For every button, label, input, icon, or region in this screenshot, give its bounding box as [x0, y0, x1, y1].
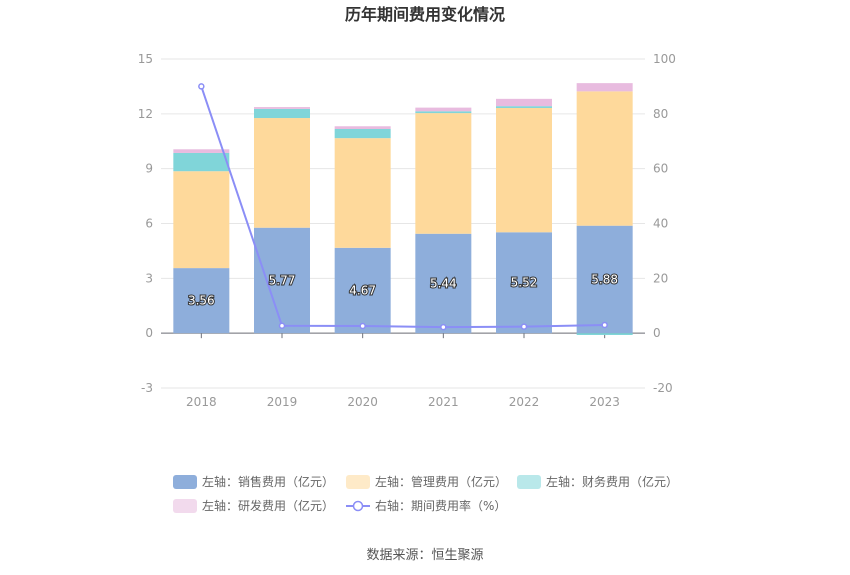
y-left-tick-label: 15: [138, 52, 153, 66]
bar-data-label: 4.67: [349, 283, 376, 297]
bar-data-label: 5.44: [430, 276, 457, 290]
y-left-tick-label: -3: [141, 381, 153, 395]
legend-swatch: [173, 499, 197, 513]
line-series: [200, 86, 605, 329]
bar-series1-2019: [254, 227, 310, 334]
y-right-tick-label: 80: [653, 107, 668, 121]
line-point-2018: [198, 83, 205, 90]
x-tick-label: 2020: [347, 395, 378, 409]
bar-series3-2022: [496, 106, 552, 108]
bar-series1-2020: [334, 247, 391, 334]
legend-label: 左轴：管理费用（亿元）: [375, 474, 507, 489]
y-left-tick-label: 3: [145, 271, 153, 285]
y-right-tick-label: 100: [653, 52, 676, 66]
y-left-tick-label: 6: [145, 217, 153, 231]
bar-series4-2023: [576, 83, 633, 92]
bar-series2-2022: [496, 107, 552, 233]
bar-series2-2018: [173, 171, 230, 269]
bar-series3-2019: [254, 108, 310, 119]
legend-swatch: [346, 475, 370, 489]
bar-series4-2020: [334, 126, 391, 130]
bar-series2-2021: [415, 113, 472, 234]
line-point-2022: [520, 323, 528, 330]
bar-data-label: 5.88: [591, 272, 618, 286]
bar-layer: [173, 83, 633, 335]
grid-layer: [161, 58, 645, 389]
line-point-2020: [359, 322, 366, 330]
bar-series2-2019: [254, 118, 310, 228]
legend-label: 右轴：期间费用率（%）: [375, 498, 506, 513]
axis-layer: -3 0 3 6 9 12 15 -20 0 20 40 60 80 100 2018 2019 2020 202…: [138, 52, 676, 409]
y-left-tick-label: 12: [138, 107, 153, 121]
x-tick-label: 2023: [589, 395, 620, 409]
legend-label: 左轴：销售费用（亿元）: [202, 474, 334, 489]
x-tick-label: 2019: [267, 395, 298, 409]
legend-label: 左轴：研发费用（亿元）: [202, 498, 334, 513]
bar-series3-2020: [334, 129, 391, 139]
y-right-tick-label: 0: [653, 326, 661, 340]
label-layer: 3.56 5.77 4.67 5.44 5.52 5.88: [187, 271, 619, 308]
bar-data-label: 5.77: [269, 273, 296, 287]
line-point-2023: [601, 321, 608, 329]
bar-series4-2019: [254, 107, 310, 109]
chart-title: 历年期间费用变化情况: [345, 5, 505, 24]
bar-series1-2018: [173, 268, 230, 334]
x-tick-label: 2021: [428, 395, 459, 409]
y-left-tick-label: 9: [145, 162, 153, 176]
y-right-tick-label: 60: [653, 162, 668, 176]
y-right-tick-label: 20: [653, 271, 668, 285]
bar-series1-2021: [415, 233, 472, 334]
bar-series1-2023: [576, 225, 633, 334]
bar-series4-2021: [415, 107, 472, 112]
bar-data-label: 5.52: [511, 276, 538, 290]
bar-series3-2023: [576, 333, 633, 335]
legend-swatch: [517, 475, 541, 489]
bar-series2-2020: [334, 138, 391, 248]
y-right-tick-label: -20: [653, 381, 673, 395]
bar-series2-2023: [576, 91, 633, 226]
y-left-tick-label: 0: [145, 326, 153, 340]
x-tick-label: 2018: [186, 395, 217, 409]
y-right-tick-label: 40: [653, 217, 668, 231]
bar-data-label: 3.56: [188, 294, 215, 308]
line-point-2021: [440, 323, 447, 331]
line-layer: [198, 83, 608, 331]
bar-series4-2022: [496, 98, 552, 107]
legend: 左轴：销售费用（亿元） 左轴：管理费用（亿元） 左轴：财务费用（亿元） 左轴：研发费用…: [173, 474, 678, 513]
legend-marker: [352, 500, 364, 512]
legend-swatch: [173, 475, 197, 489]
bar-series4-2018: [173, 149, 230, 153]
source-text: 数据来源：恒生聚源: [366, 548, 483, 563]
legend-label: 左轴：财务费用（亿元）: [546, 474, 678, 489]
bar-series1-2022: [496, 232, 552, 334]
bar-series3-2021: [415, 111, 472, 114]
bar-series3-2018: [173, 152, 230, 172]
x-tick-label: 2022: [509, 395, 540, 409]
line-point-2019: [278, 322, 286, 330]
